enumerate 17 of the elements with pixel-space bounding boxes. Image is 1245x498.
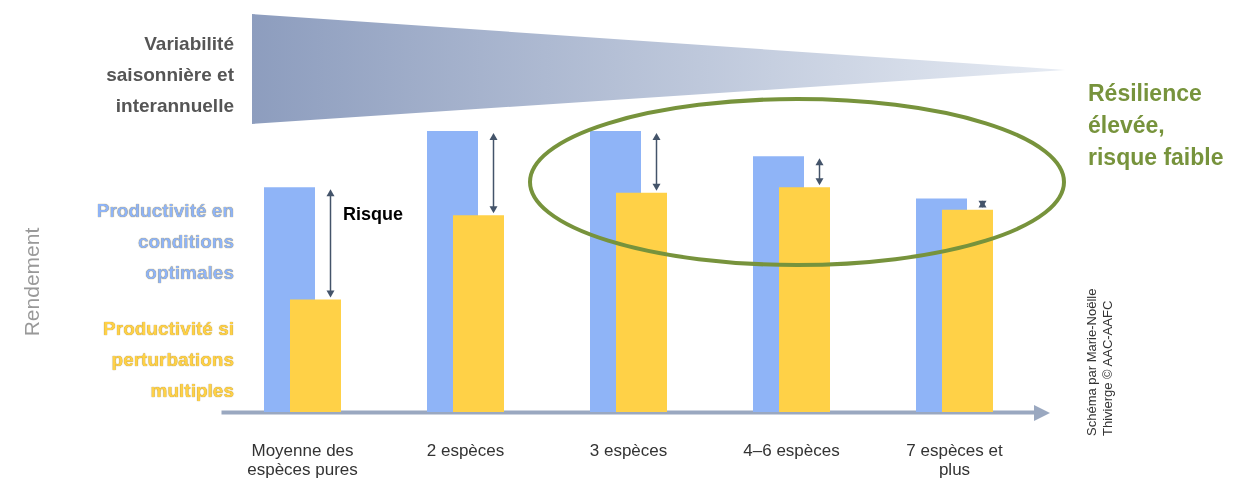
text: Résilience élevée, risque faible <box>1088 79 1225 172</box>
bar <box>779 187 830 412</box>
x-tick-label: 7 espèces et plus <box>906 440 1003 479</box>
text: Productivité si perturbations multiples <box>102 317 234 403</box>
text: Variabilité saisonnière et interannuelle <box>105 32 234 118</box>
x-tick-label: 2 espèces <box>426 440 505 460</box>
bar <box>453 215 504 412</box>
x-tick-label: Moyenne des espèces pures <box>247 440 358 479</box>
x-tick-label: 3 espèces <box>589 440 668 460</box>
text: Schéma par Marie-Noëlle Thivierge © AAC-AAFC <box>1084 287 1116 436</box>
series-label: Productivité en conditions optimales <box>95 199 234 285</box>
x-tick-label: 4–6 espèces <box>743 440 840 460</box>
annotation: Risque <box>343 204 404 225</box>
text: Rendement <box>20 226 44 339</box>
bar <box>616 192 667 412</box>
bar <box>942 209 993 412</box>
bar <box>290 299 341 412</box>
